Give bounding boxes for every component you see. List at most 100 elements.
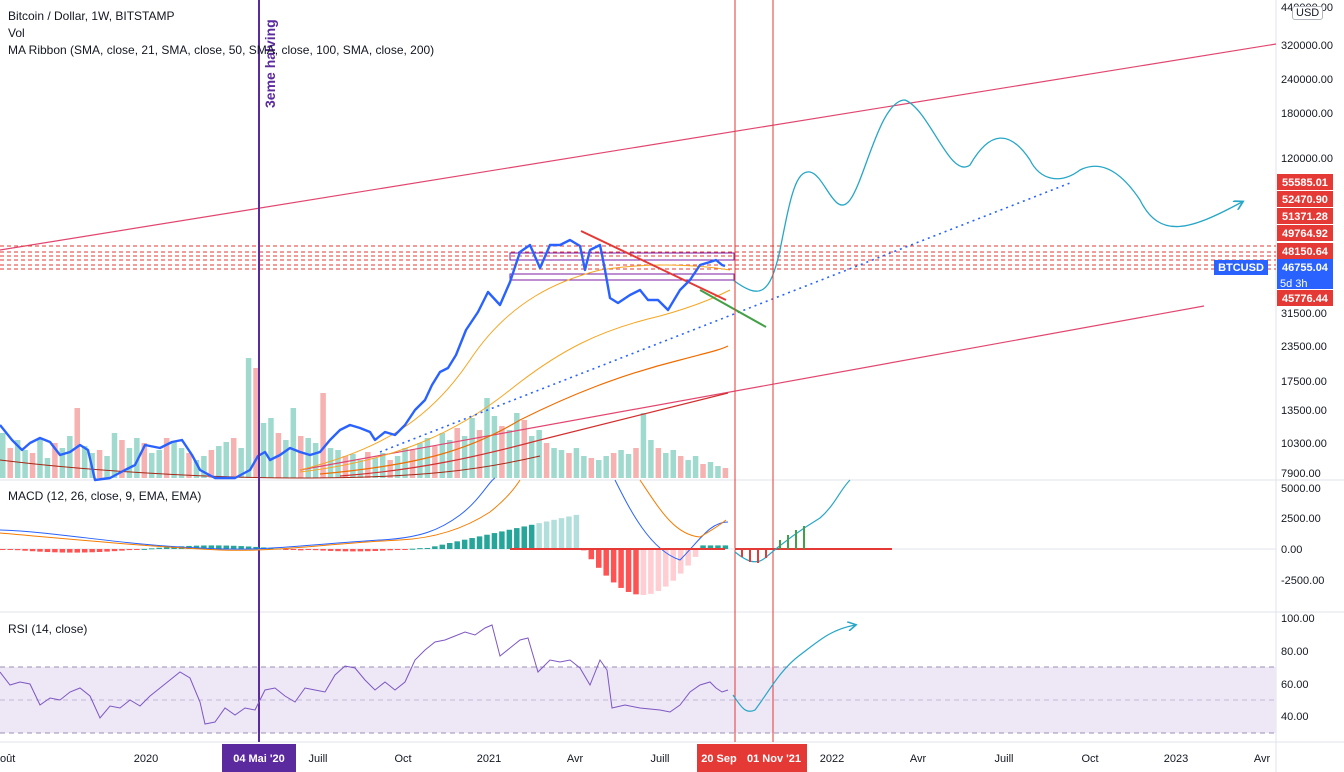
price-tick-label: 240000.00 bbox=[1281, 74, 1333, 86]
time-highlight-bg bbox=[222, 744, 296, 772]
volume-bar bbox=[722, 468, 729, 478]
price-tick-label: 31500.00 bbox=[1281, 308, 1327, 320]
macd-hist-bar bbox=[700, 545, 706, 549]
volume-bar bbox=[603, 456, 609, 478]
time-tick-label: 2022 bbox=[820, 753, 844, 765]
volume-bar bbox=[342, 456, 349, 478]
volume-bar bbox=[141, 443, 148, 478]
price-level-tags: 55585.01 52470.90 51371.28 49764.92 48150.64… bbox=[1277, 174, 1333, 306]
volume-bar bbox=[685, 460, 691, 478]
macd-hist-bar bbox=[409, 548, 416, 550]
macd-hist-bar bbox=[59, 549, 66, 553]
macd-hist-bar bbox=[7, 549, 13, 550]
macd-hist-bar bbox=[149, 548, 155, 550]
volume-bar bbox=[417, 443, 423, 478]
symbol-tag-bg bbox=[1214, 260, 1268, 275]
volume-bar bbox=[223, 442, 229, 478]
macd-tick-label: 2500.00 bbox=[1281, 513, 1321, 525]
macd-hist-bar bbox=[476, 536, 483, 549]
volume-bar bbox=[37, 438, 43, 478]
rsi-axis: 100.00 80.00 60.00 40.00 bbox=[1281, 613, 1315, 723]
macd-hist-bar bbox=[670, 549, 676, 581]
volume-bar bbox=[96, 450, 103, 478]
macd-hist-bar bbox=[417, 548, 423, 550]
volume-bar bbox=[499, 426, 505, 478]
macd-hist-bar bbox=[320, 549, 326, 551]
macd-signal-line bbox=[0, 479, 727, 551]
volume-bar bbox=[186, 453, 192, 478]
macd-line bbox=[0, 477, 729, 561]
volume-bar bbox=[454, 428, 460, 478]
macd-hist-bar bbox=[253, 546, 259, 549]
rsi-title: RSI (14, close) bbox=[8, 622, 88, 636]
rsi-legend: RSI (14, close) bbox=[8, 621, 87, 638]
macd-hist-bar bbox=[37, 549, 43, 552]
volume-bar bbox=[528, 436, 535, 478]
macd-hist-bar bbox=[603, 549, 609, 576]
time-highlight-label: 04 Mai '20 bbox=[233, 753, 285, 765]
volume-bar bbox=[126, 448, 133, 478]
volume-bar bbox=[44, 458, 51, 478]
price-level-tag-bg bbox=[1277, 174, 1333, 190]
volume-bar bbox=[178, 448, 185, 478]
volume-bar bbox=[633, 448, 639, 478]
downtrend-line bbox=[580, 230, 727, 301]
range-box-lower bbox=[509, 273, 735, 281]
time-highlight-label: 20 Sep bbox=[701, 753, 737, 765]
time-highlight-labels: 04 Mai '20 20 Sep 01 Nov '21 bbox=[222, 744, 807, 772]
volume-bar bbox=[163, 438, 170, 478]
macd-hist-bar bbox=[447, 543, 453, 549]
volume-bar bbox=[551, 448, 557, 478]
macd-hist-bar bbox=[74, 549, 80, 553]
volume-bar bbox=[432, 446, 438, 478]
macd-hist-bar bbox=[491, 533, 498, 549]
symbol-tag: BTCUSD bbox=[1218, 262, 1264, 274]
volume-bar bbox=[283, 440, 289, 478]
ma-200-line bbox=[339, 392, 729, 477]
volume-bar bbox=[29, 453, 36, 478]
macd-hist-bar bbox=[432, 546, 438, 549]
macd-hist-bar bbox=[640, 549, 647, 595]
macd-hist-bar bbox=[506, 529, 513, 549]
volume-bar bbox=[14, 440, 21, 478]
time-tick-label: 2021 bbox=[477, 753, 501, 765]
macd-hist-bar bbox=[454, 541, 460, 549]
time-highlight-bg bbox=[741, 744, 807, 772]
macd-hist-bar bbox=[312, 549, 319, 551]
price-tick-label: 180000.00 bbox=[1281, 108, 1333, 120]
volume-bar bbox=[0, 433, 6, 478]
macd-title: MACD (12, 26, close, 9, EMA, EMA) bbox=[8, 489, 202, 503]
macd-hist-bar bbox=[722, 545, 729, 549]
macd-hist-bar bbox=[119, 549, 125, 551]
macd-hist-bar bbox=[163, 547, 170, 549]
volume-bar bbox=[156, 450, 162, 478]
macd-hist-bar bbox=[14, 549, 21, 551]
macd-hist-bar bbox=[610, 549, 617, 583]
ma-100-line bbox=[319, 345, 729, 475]
macd-hist-bar bbox=[521, 526, 527, 549]
macd-hist-bar bbox=[692, 549, 699, 557]
volume-bar bbox=[640, 413, 647, 478]
macd-hist-bar bbox=[208, 545, 215, 549]
macd-hist-bar bbox=[394, 549, 401, 550]
price-tick-label: 23500.00 bbox=[1281, 341, 1327, 353]
macd-hist-bar bbox=[223, 545, 229, 549]
time-tick-label: Avr bbox=[567, 753, 584, 765]
volume-bar bbox=[67, 436, 73, 478]
time-tick-label: Oct bbox=[1081, 753, 1098, 765]
macd-hist-bar bbox=[245, 546, 252, 549]
price-projection-path bbox=[732, 99, 1242, 292]
time-tick-label: Août bbox=[0, 753, 15, 765]
macd-legend: MACD (12, 26, close, 9, EMA, EMA) bbox=[8, 488, 201, 505]
volume-bar bbox=[491, 416, 498, 478]
time-tick-label: 2020 bbox=[134, 753, 158, 765]
macd-projection-bars bbox=[741, 526, 805, 563]
volume-bar bbox=[625, 454, 632, 478]
macd-hist-bar bbox=[156, 547, 162, 549]
macd-hist-bar bbox=[484, 534, 490, 549]
time-tick-label: Juill bbox=[995, 753, 1014, 765]
macd-hist-bar bbox=[715, 545, 721, 549]
currency-button[interactable]: USD bbox=[1292, 6, 1324, 20]
volume-bar bbox=[268, 418, 274, 478]
macd-hist-bar bbox=[335, 549, 341, 552]
